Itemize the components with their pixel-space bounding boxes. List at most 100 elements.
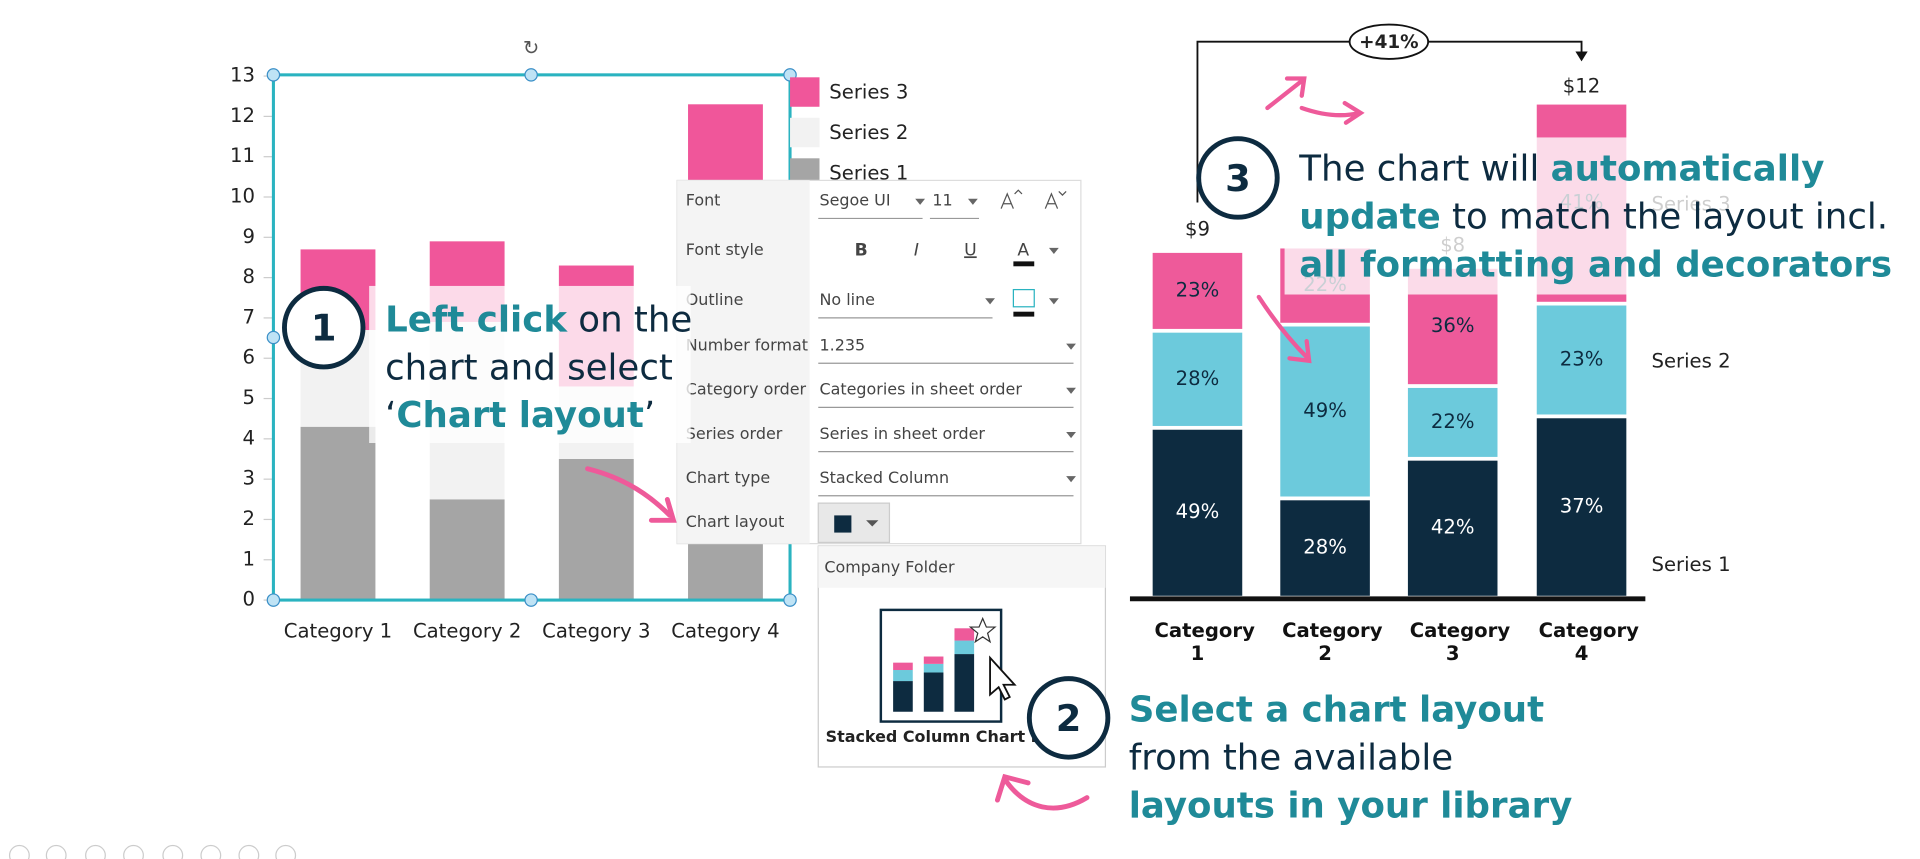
thumbnail-bar [893, 662, 913, 671]
font-color-bar [1013, 261, 1035, 267]
x-tick-label-box: Category 1 [1155, 618, 1255, 665]
field-caret [1066, 431, 1076, 439]
decor-arrow [648, 496, 677, 523]
y-tick-label: 10 [230, 185, 255, 208]
rotate-icon[interactable]: ↻ [523, 37, 539, 60]
line-color-icon[interactable] [1012, 288, 1035, 308]
y-tick-label: 4 [243, 426, 256, 449]
legend-swatch [790, 117, 820, 148]
legend-label: Series 1 [829, 162, 908, 185]
field-caret [915, 198, 926, 205]
callout-text: from the available [1129, 738, 1453, 779]
panel-label: Number format [686, 336, 808, 355]
dropdown-item[interactable]: Stacked Column Chart Lay... [826, 727, 1079, 746]
panel-value[interactable]: Categories in sheet order [819, 380, 1022, 399]
thumbnail-bar [923, 672, 944, 712]
x-tick-label-box: Category 2 [1282, 618, 1383, 666]
bar-segment [1533, 301, 1631, 419]
thumbnail-bar [893, 670, 913, 682]
callout-backdrop [369, 285, 691, 443]
panel-value[interactable]: Series in sheet order [819, 424, 985, 443]
callout-line: update to match the layout incl. [1299, 196, 1888, 237]
callout-line: chart and select [385, 347, 673, 388]
callout-line: from the available [1129, 738, 1453, 779]
y-tick-label: 5 [243, 386, 256, 409]
thumbnail-bar [893, 681, 913, 712]
y-tick-label: 1 [243, 547, 256, 570]
thumbnail-bar [954, 640, 975, 655]
callout-text: on the [567, 300, 692, 341]
step-number: 2 [1056, 697, 1082, 740]
panel-value[interactable]: No line [819, 290, 875, 309]
x-tick-label: Category 4 [1538, 618, 1639, 666]
legend-swatch [790, 77, 820, 107]
series-label: Series 2 [1651, 350, 1730, 373]
data-label: 36% [1431, 314, 1475, 337]
grow-font-icon[interactable] [1000, 189, 1023, 209]
resize-handle[interactable] [524, 68, 538, 82]
callout-text: automatically [1551, 149, 1825, 190]
panel-value[interactable]: Segoe UI [819, 191, 890, 210]
step-number: 3 [1225, 157, 1251, 200]
x-tick-label-box: Category 3 [1410, 618, 1510, 665]
callout-line: all formatting and decorators [1299, 244, 1892, 285]
y-tick-label: 11 [230, 144, 255, 167]
callout-text: chart and select [385, 347, 673, 388]
data-label: 28% [1176, 367, 1220, 390]
style-button[interactable]: I [914, 240, 919, 260]
field-caret [1048, 298, 1059, 305]
field-caret [985, 298, 995, 305]
field-caret [1066, 476, 1076, 483]
callout-line: ‘Chart layout’ [385, 395, 655, 436]
step-number: 1 [311, 307, 337, 350]
y-tick-label: 12 [230, 104, 255, 127]
callout-line: The chart will automatically [1298, 149, 1824, 190]
data-label: 28% [1303, 535, 1347, 558]
bar-segment [1276, 496, 1374, 600]
panel-value[interactable]: 1.235 [819, 336, 865, 355]
y-tick-label: 8 [243, 265, 256, 288]
y-tick-label: 2 [243, 507, 256, 530]
panel-size[interactable]: 11 [932, 191, 952, 210]
thumbnail-bar [954, 654, 975, 712]
resize-handle[interactable] [266, 330, 281, 345]
mouse-cursor [989, 655, 1017, 701]
panel-value[interactable]: Stacked Column [819, 468, 949, 487]
resize-handle[interactable] [266, 68, 281, 82]
field-caret [1066, 343, 1076, 350]
y-tick-label: 7 [243, 305, 256, 328]
resize-handle[interactable] [266, 593, 281, 607]
annotation-text: +41% [1359, 32, 1418, 53]
decor-arrow [994, 773, 1090, 811]
data-label: 49% [1303, 399, 1347, 422]
callout-text: ’ [644, 395, 655, 436]
callout-text: Left click [385, 300, 568, 341]
x-tick-label: Category 2 [1282, 618, 1383, 666]
style-button[interactable]: U [964, 240, 977, 260]
chart-layout-button[interactable] [817, 502, 891, 544]
panel-label: Category order [686, 380, 807, 399]
style-button[interactable]: A [1017, 240, 1029, 260]
favorite-star[interactable] [968, 616, 997, 644]
style-button[interactable]: B [855, 240, 868, 260]
decor-arrow [1265, 76, 1307, 111]
callout-text: ‘ [385, 395, 396, 436]
callout-line: Select a chart layout [1129, 690, 1544, 731]
y-tick-label: 13 [230, 64, 255, 87]
annotation-bubble [1348, 23, 1430, 60]
thumbnail-bar [954, 628, 975, 641]
shrink-font-icon[interactable] [1044, 191, 1067, 209]
callout-text: all formatting and decorators [1299, 244, 1892, 285]
callout-line: Left click on the [385, 300, 692, 341]
resize-handle[interactable] [524, 593, 538, 607]
bar-segment [1148, 328, 1246, 430]
line-color-bar [1013, 311, 1035, 317]
field-caret [967, 198, 978, 205]
resize-handle[interactable] [783, 593, 797, 607]
layout-thumbnail[interactable] [879, 608, 1017, 723]
panel-label: Chart layout [686, 512, 785, 531]
field-caret [1048, 247, 1059, 255]
callout-line: layouts in your library [1129, 785, 1573, 826]
